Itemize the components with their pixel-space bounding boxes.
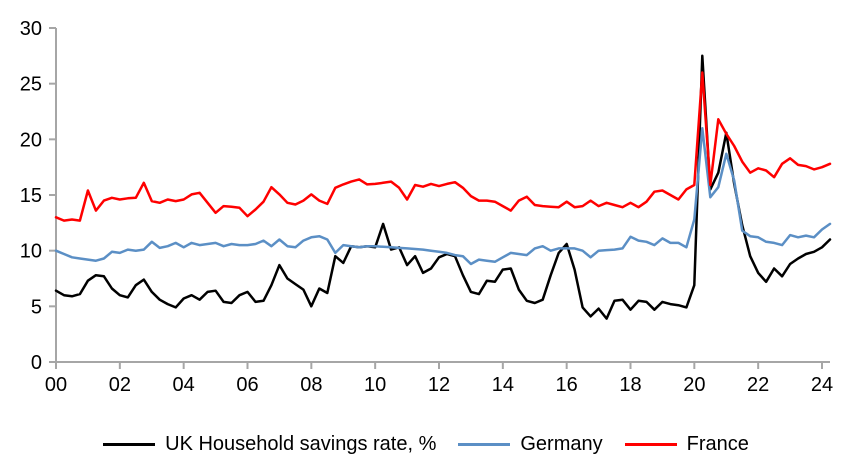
x-tick-label: 02 xyxy=(109,374,131,396)
x-tick-label: 18 xyxy=(619,374,641,396)
x-tick-label: 24 xyxy=(811,374,833,396)
y-tick-label: 25 xyxy=(20,74,42,96)
y-tick-label: 20 xyxy=(20,129,42,151)
y-tick-label: 0 xyxy=(31,352,42,374)
x-tick-label: 22 xyxy=(747,374,769,396)
chart-legend: UK Household savings rate, % Germany Franc… xyxy=(0,412,852,476)
y-tick-label: 15 xyxy=(20,185,42,207)
legend-label-uk-household-savings-rate: UK Household savings rate, % xyxy=(165,432,437,455)
legend-swatch-uk-household-savings-rate xyxy=(103,442,156,446)
series-line-uk-household-savings-rate xyxy=(54,54,832,320)
legend-swatch-france xyxy=(624,442,677,446)
legend-label-france: France xyxy=(686,432,749,455)
x-tick-label: 16 xyxy=(556,374,578,396)
legend-item-germany: Germany xyxy=(458,432,603,456)
series-line-germany xyxy=(54,126,832,266)
y-tick-label: 30 xyxy=(20,18,42,40)
x-tick-label: 08 xyxy=(300,374,322,396)
legend-swatch-germany xyxy=(458,442,511,446)
legend-item-uk-household-savings-rate: UK Household savings rate, % xyxy=(103,433,436,456)
series-line-france xyxy=(54,71,832,222)
x-tick-label: 14 xyxy=(492,374,514,396)
x-tick-label: 10 xyxy=(364,374,386,396)
legend-label-germany: Germany xyxy=(520,432,603,455)
y-tick-label: 5 xyxy=(31,296,42,318)
x-tick-label: 04 xyxy=(173,374,195,396)
y-tick-label: 10 xyxy=(20,241,42,263)
x-tick-label: 06 xyxy=(236,374,258,396)
savings-rate-line-chart: 0 5 10 15 20 25 30 00 02 04 06 08 10 12 14 16 18 20 22 24 xyxy=(20,18,833,396)
x-tick-label: 00 xyxy=(45,374,67,396)
x-tick-label: 12 xyxy=(428,374,450,396)
x-tick-label: 20 xyxy=(683,374,705,396)
legend-item-france: France xyxy=(624,432,749,456)
